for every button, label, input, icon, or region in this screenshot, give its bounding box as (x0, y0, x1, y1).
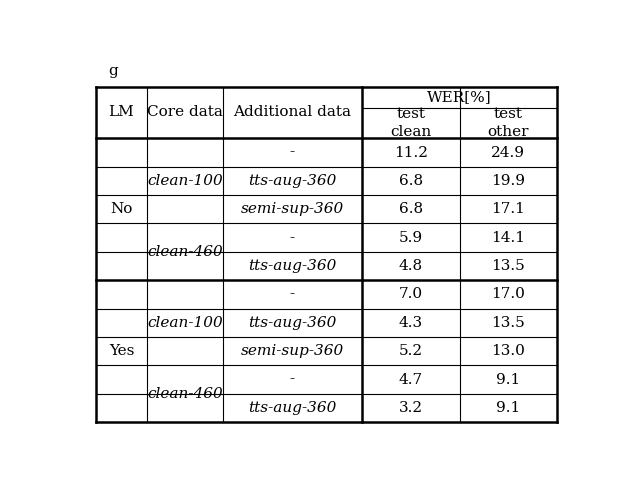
Text: clean-100: clean-100 (147, 316, 223, 330)
Text: 17.1: 17.1 (491, 202, 525, 216)
Text: clean-100: clean-100 (147, 174, 223, 188)
Text: clean-460: clean-460 (147, 245, 223, 259)
Text: semi-sup-360: semi-sup-360 (241, 344, 344, 358)
Text: -: - (290, 145, 295, 159)
Text: Core data: Core data (147, 106, 223, 120)
Text: Yes: Yes (109, 344, 134, 358)
Text: 9.1: 9.1 (496, 373, 520, 386)
Text: test
clean: test clean (390, 108, 432, 138)
Text: 7.0: 7.0 (399, 287, 423, 301)
Text: 4.7: 4.7 (399, 373, 423, 386)
Text: clean-460: clean-460 (147, 387, 223, 401)
Text: tts-aug-360: tts-aug-360 (248, 259, 336, 273)
Text: tts-aug-360: tts-aug-360 (248, 316, 336, 330)
Text: -: - (290, 373, 295, 386)
Text: g: g (108, 64, 118, 78)
Text: 24.9: 24.9 (491, 145, 525, 159)
Text: 9.1: 9.1 (496, 401, 520, 415)
Text: semi-sup-360: semi-sup-360 (241, 202, 344, 216)
Text: LM: LM (108, 106, 134, 120)
Text: 5.2: 5.2 (399, 344, 423, 358)
Text: -: - (290, 287, 295, 301)
Text: Additional data: Additional data (233, 106, 352, 120)
Text: 4.3: 4.3 (399, 316, 423, 330)
Text: 6.8: 6.8 (399, 202, 423, 216)
Text: tts-aug-360: tts-aug-360 (248, 401, 336, 415)
Text: 6.8: 6.8 (399, 174, 423, 188)
Text: 4.8: 4.8 (399, 259, 423, 273)
Text: WER[%]: WER[%] (427, 90, 492, 104)
Text: tts-aug-360: tts-aug-360 (248, 174, 336, 188)
Text: 14.1: 14.1 (491, 231, 525, 245)
Text: 11.2: 11.2 (394, 145, 428, 159)
Text: 17.0: 17.0 (491, 287, 525, 301)
Text: No: No (110, 202, 133, 216)
Text: 13.0: 13.0 (491, 344, 525, 358)
Text: 13.5: 13.5 (491, 316, 525, 330)
Text: 3.2: 3.2 (399, 401, 423, 415)
Text: 5.9: 5.9 (399, 231, 423, 245)
Text: 19.9: 19.9 (491, 174, 525, 188)
Text: test
other: test other (488, 108, 529, 138)
Text: -: - (290, 231, 295, 245)
Text: 13.5: 13.5 (491, 259, 525, 273)
